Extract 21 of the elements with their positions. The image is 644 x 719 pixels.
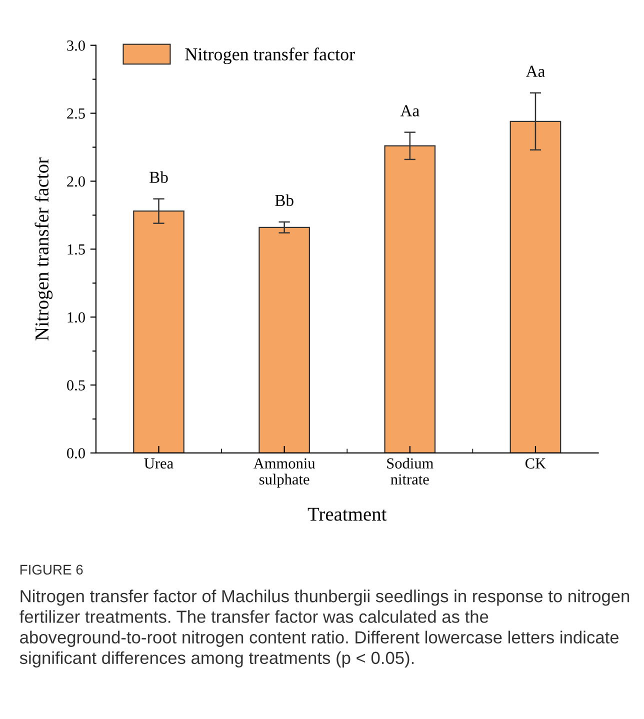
annotation: Aa — [526, 66, 545, 77]
y-tick-label: 0.0 — [67, 448, 85, 458]
x-tick-label: Sodium nitrate — [387, 458, 434, 485]
y-tick-label: 1.5 — [68, 244, 85, 255]
y-tick-label: 2.5 — [67, 108, 85, 119]
y-tick-label: 1.0 — [68, 312, 85, 323]
y-tick-label: 0.5 — [67, 380, 85, 391]
x-tick-label: CK — [526, 458, 546, 469]
annotation: Aa — [400, 105, 420, 116]
text: Nitrogen transfer factor of Machilus thunbergii seedlings in response to nitrogen fertilizer treatments. The transfer factor was calculated as the aboveground-to-root nitrogen content ratio. Different lowercase letters indicate significant differences among treatments (p < 0.05). — [20, 590, 630, 668]
y-tick-label: 3.0 — [67, 40, 85, 51]
caption: FIGURE 6 — [20, 564, 83, 575]
annotation: Bb — [275, 194, 294, 206]
bar — [258, 226, 310, 453]
legend-label: Nitrogen transfer factor — [185, 48, 355, 64]
y-tick-label: 2.0 — [67, 176, 85, 187]
x-tick-label: Ammoniu sulphate — [253, 458, 316, 488]
annotation: Bb — [150, 171, 168, 183]
x-axis-title: Treatment — [308, 508, 387, 521]
x-tick-label: Urea — [144, 458, 174, 469]
y-axis-title: Nitrogen transfer factor — [34, 158, 53, 340]
